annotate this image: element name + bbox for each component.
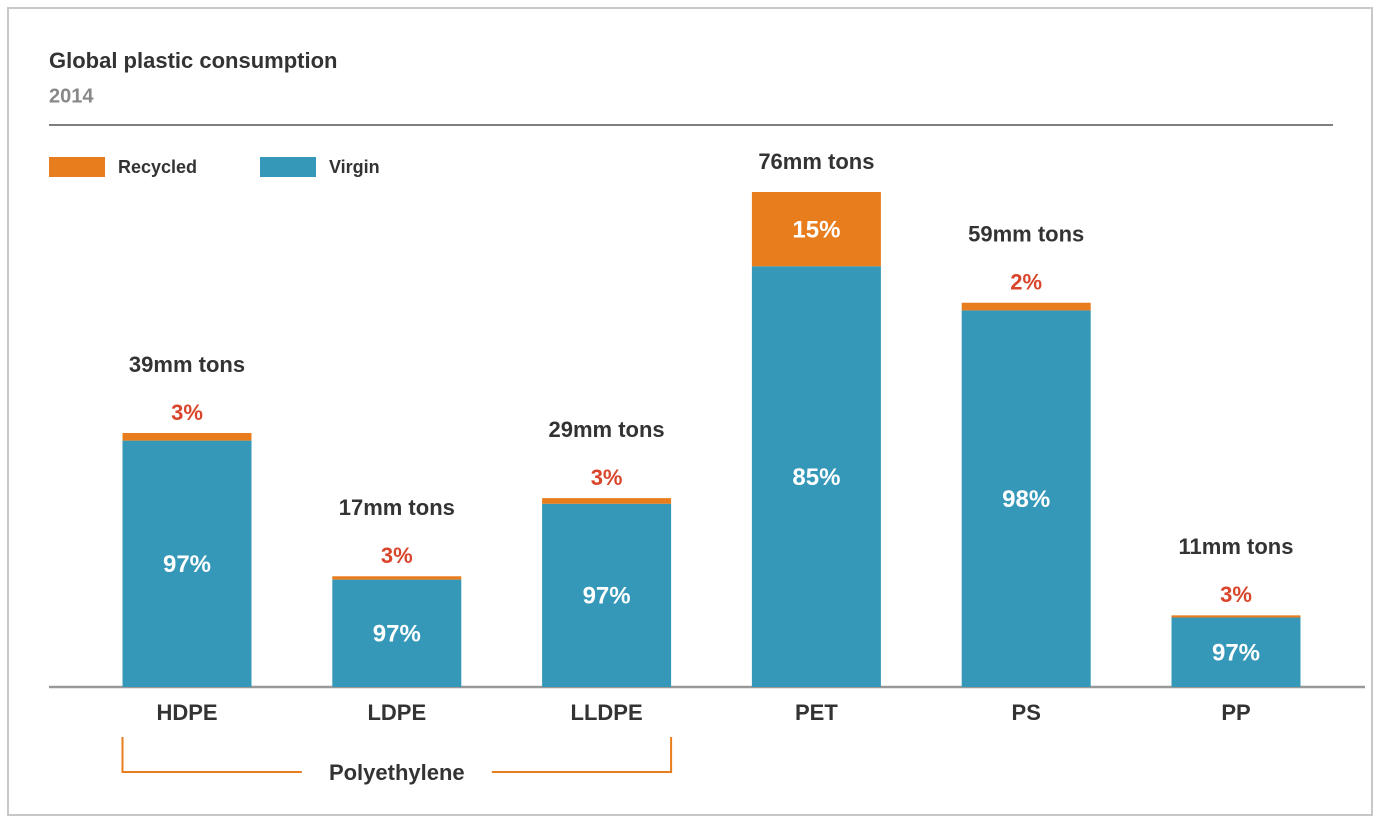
total-label: 39mm tons [129,352,245,377]
legend-swatch [49,157,105,177]
legend-label: Recycled [118,157,197,177]
group-label: Polyethylene [329,760,465,785]
segment-label: 98% [1002,486,1050,513]
bar-segment [1171,617,1301,687]
total-label: 76mm tons [758,149,874,174]
segment-label: 3% [171,400,203,425]
segment-label: 3% [381,543,413,568]
x-tick-label: HDPE [156,700,217,725]
total-label: 29mm tons [549,417,665,442]
legend-swatch [260,157,316,177]
bar-segment [332,576,462,580]
x-tick-label: PS [1012,700,1041,725]
x-tick-label: PP [1221,700,1250,725]
bar-segment [122,432,252,441]
bar-segment [961,302,1091,311]
segment-label: 97% [583,583,631,610]
frame [7,7,1373,816]
x-tick-label: LLDPE [571,700,643,725]
bar-segment [122,440,252,687]
bar-segment [542,498,672,504]
bar-segment [751,266,881,687]
x-tick-label: PET [795,700,838,725]
bar-segment [751,192,881,267]
total-label: 17mm tons [339,495,455,520]
bar-segment [542,503,672,687]
total-label: 11mm tons [1179,534,1294,559]
total-label: 59mm tons [968,222,1084,247]
segment-label: 85% [792,464,840,491]
group-bracket [491,737,673,773]
x-tick-label: LDPE [367,700,426,725]
bar-segment [1171,615,1301,618]
segment-label: 15% [792,216,840,243]
bar-segment [961,310,1091,687]
segment-label: 2% [1010,270,1042,295]
segment-label: 3% [1220,582,1252,607]
segment-label: 97% [373,621,421,648]
bar-segment [332,579,462,687]
chart-title: Global plastic consumption [49,48,337,73]
group-bracket [121,737,302,773]
segment-label: 97% [1212,640,1260,667]
chart-subtitle: 2014 [49,85,94,107]
segment-label: 97% [163,551,211,578]
segment-label: 3% [591,465,623,490]
legend-label: Virgin [329,157,380,177]
